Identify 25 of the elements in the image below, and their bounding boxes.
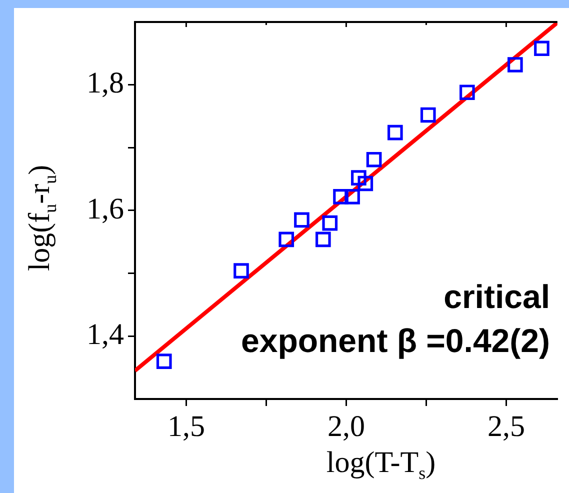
point: [358, 176, 374, 192]
point: [534, 40, 550, 56]
point: [351, 170, 366, 186]
annotation: critical: [444, 278, 550, 315]
point: [234, 263, 249, 278]
point: [366, 152, 382, 168]
point: [315, 232, 331, 248]
point: [278, 232, 294, 248]
y-tick-label: 1,6: [86, 192, 124, 226]
y-tick-label: 1,8: [86, 66, 124, 100]
y-tick-label: 1,4: [86, 318, 124, 352]
annotation: exponent β =0.42(2): [241, 322, 550, 359]
x-tick-label: 2,5: [487, 410, 525, 443]
point: [344, 189, 360, 204]
point: [420, 107, 436, 123]
x-tick-label: 2,0: [327, 410, 365, 443]
point: [459, 84, 475, 100]
point: [294, 212, 310, 228]
point: [507, 57, 523, 72]
point: [156, 354, 172, 369]
x-tick-label: 1,5: [167, 410, 205, 443]
x-axis-title: log(T-T$_{s}$): [326, 446, 436, 483]
point: [322, 215, 338, 231]
point: [333, 189, 348, 204]
point: [387, 124, 403, 140]
